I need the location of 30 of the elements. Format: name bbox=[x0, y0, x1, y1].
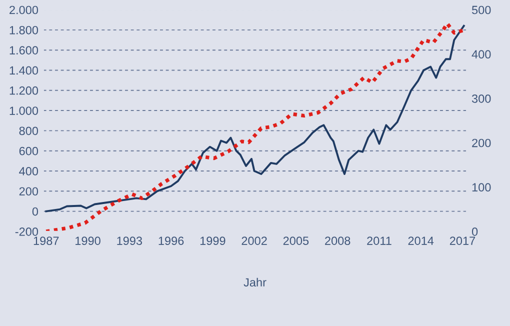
y-tick-label: 1.000 bbox=[10, 106, 38, 115]
x-tick-label: 2011 bbox=[367, 236, 392, 245]
y2-tick-label: 300 bbox=[472, 94, 491, 103]
x-tick-label: 1993 bbox=[117, 236, 142, 245]
y-tick-label: 800 bbox=[19, 126, 38, 136]
x-tick-label: 2005 bbox=[283, 236, 309, 245]
x-tick-label: 2014 bbox=[408, 236, 434, 245]
x-tick-label: 2002 bbox=[242, 236, 267, 245]
y-tick-label: 2.000 bbox=[10, 6, 38, 14]
y-tick-label: 1.800 bbox=[10, 26, 38, 34]
y-tick-label: 1.200 bbox=[10, 86, 38, 95]
y2-tick-label: 400 bbox=[472, 50, 491, 59]
x-tick-label: 1996 bbox=[158, 236, 184, 245]
y-tick-label: 200 bbox=[19, 187, 38, 196]
y2-tick-label: 0 bbox=[472, 227, 478, 236]
y2-tick-label: 200 bbox=[472, 138, 491, 148]
x-tick-label: 2017 bbox=[450, 236, 476, 245]
y-tick-label: 400 bbox=[19, 167, 38, 176]
y-tick-label: -200 bbox=[15, 227, 38, 236]
x-tick-label: 1990 bbox=[76, 236, 100, 245]
y-tick-label: 1.400 bbox=[10, 66, 38, 75]
y2-tick-label: 100 bbox=[472, 183, 491, 192]
y2-tick-label: 500 bbox=[472, 6, 491, 14]
x-tick-label: 2008 bbox=[325, 236, 350, 245]
y-tick-label: 600 bbox=[19, 146, 38, 156]
x-tick-label: 1999 bbox=[200, 236, 226, 245]
y-tick-label: 1.600 bbox=[10, 46, 38, 54]
x-axis-title: Jahr bbox=[244, 278, 266, 287]
y-tick-label: 0 bbox=[32, 207, 38, 216]
x-tick-label: 1987 bbox=[34, 236, 59, 245]
